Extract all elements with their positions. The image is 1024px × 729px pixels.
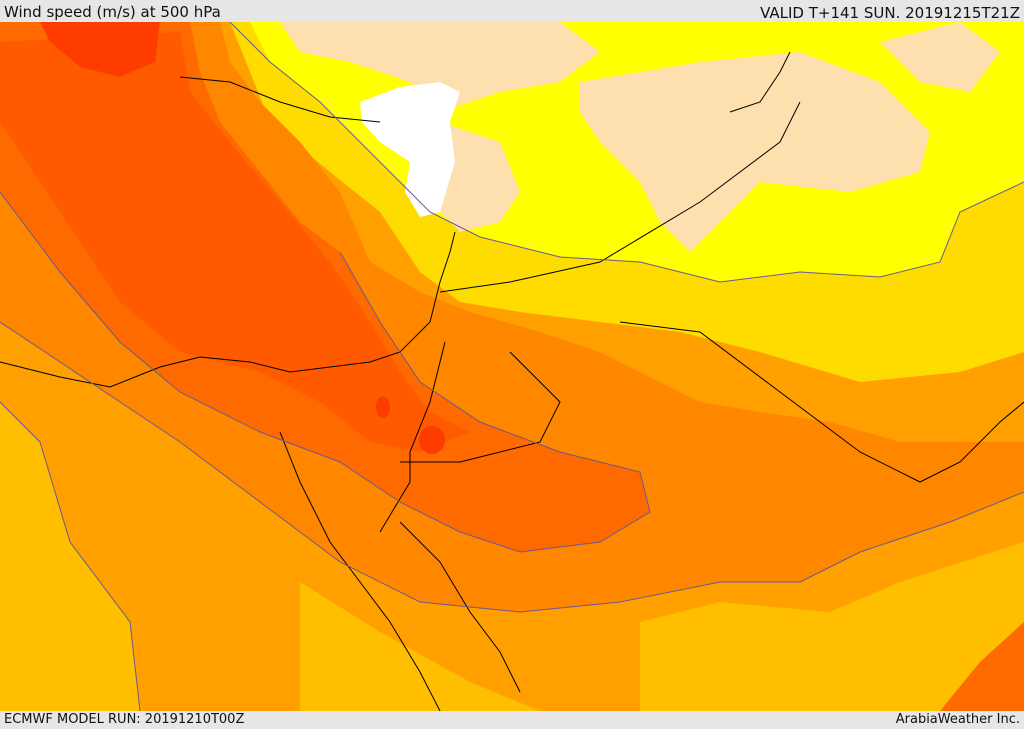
model-run-label: ECMWF MODEL RUN: 20191210T00Z xyxy=(4,712,245,727)
coastline-red-sea xyxy=(279,431,441,711)
field-red-spot-2 xyxy=(376,396,390,418)
field-tan-east xyxy=(880,22,1000,92)
border-saudi-iraq xyxy=(400,351,561,463)
coastline-turkey xyxy=(179,76,381,123)
field-calm-white xyxy=(360,82,460,217)
border-iraq-syria xyxy=(439,101,801,293)
field-tan-center xyxy=(580,52,930,252)
header-bar: Wind speed (m/s) at 500 hPa VALID T+141 … xyxy=(0,0,1024,22)
field-amber-west xyxy=(0,402,140,711)
contour-line xyxy=(0,321,1024,613)
contour-line xyxy=(0,191,651,553)
credit-label: ArabiaWeather Inc. xyxy=(895,712,1020,727)
border-saudi-kuwait xyxy=(619,321,921,483)
valid-time-label: VALID T+141 SUN. 20191215T21Z xyxy=(760,4,1020,22)
borders-layer xyxy=(0,51,1024,711)
contour-line xyxy=(0,401,141,711)
coastline-gulf xyxy=(919,401,1024,483)
coastline-arabia xyxy=(399,521,521,693)
map-title: Wind speed (m/s) at 500 hPa xyxy=(4,3,221,21)
contour-layer xyxy=(0,22,1024,711)
wind-speed-map[interactable] xyxy=(0,22,1024,711)
contour-line xyxy=(229,22,1024,283)
field-red-orange xyxy=(0,32,470,452)
field-orange-dark-se xyxy=(940,622,1024,711)
coastline-red-sea-east xyxy=(379,341,446,533)
field-amber-south xyxy=(300,582,540,711)
field-tan-north xyxy=(280,22,600,112)
footer-bar: ECMWF MODEL RUN: 20191210T00Z ArabiaWeat… xyxy=(0,711,1024,729)
field-red-max xyxy=(40,22,160,77)
coastline-caspian xyxy=(729,51,791,113)
field-red-spot-1 xyxy=(419,426,445,454)
field-amber-southeast xyxy=(640,542,1024,711)
coastline-med-south xyxy=(0,231,456,388)
